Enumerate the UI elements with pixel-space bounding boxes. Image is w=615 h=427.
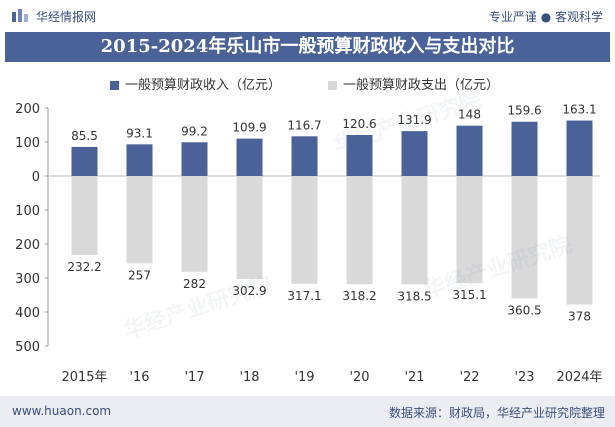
x-tick-label: 2015年 bbox=[61, 370, 107, 385]
expense-data-label: 318.2 bbox=[342, 289, 376, 303]
x-tick-label: '23 bbox=[514, 370, 534, 385]
y-tick-label: 400 bbox=[15, 306, 40, 321]
expense-bar bbox=[236, 176, 263, 279]
expense-data-label: 360.5 bbox=[507, 304, 541, 318]
expense-data-label: 315.1 bbox=[452, 288, 486, 302]
expense-bar bbox=[456, 176, 483, 284]
income-bar bbox=[236, 138, 263, 176]
x-tick-label: '17 bbox=[184, 370, 204, 385]
x-tick-label: 2024年 bbox=[556, 370, 602, 385]
expense-data-label: 318.5 bbox=[397, 289, 431, 303]
title-bar: 2015-2024年乐山市一般预算财政收入与支出对比 bbox=[5, 32, 610, 62]
footer: www.huaon.com 数据来源：财政局，华经产业研究院整理 bbox=[0, 396, 615, 427]
expense-bar bbox=[401, 176, 428, 285]
income-data-label: 99.2 bbox=[181, 124, 208, 138]
expense-bar bbox=[291, 176, 318, 284]
income-bar bbox=[401, 131, 428, 176]
income-bar bbox=[71, 146, 98, 176]
expense-data-label: 378 bbox=[568, 310, 591, 324]
expense-data-label: 232.2 bbox=[67, 260, 101, 274]
expense-data-label: 302.9 bbox=[232, 284, 266, 298]
y-tick-label: 0 bbox=[32, 170, 40, 185]
bar-chart: 200 100 0 100 200 300 400 500 85.5 232.2 2015年 93.1… bbox=[15, 102, 602, 385]
y-tick-label: 500 bbox=[15, 340, 40, 355]
x-tick-label: '21 bbox=[404, 370, 424, 385]
y-tick-label: 300 bbox=[15, 272, 40, 287]
expense-data-label: 317.1 bbox=[287, 289, 321, 303]
footer-source: 数据来源：财政局，华经产业研究院整理 bbox=[388, 406, 605, 420]
legend-label-expense: 一般预算财政支出（亿元） bbox=[343, 78, 500, 93]
y-tick-label: 200 bbox=[15, 238, 40, 253]
expense-bar bbox=[126, 176, 153, 264]
income-bar bbox=[346, 134, 373, 176]
top-bar: 华经情报网 专业严谨 ● 客观科学 bbox=[0, 0, 615, 30]
legend-item-expense: 一般预算财政支出（亿元） bbox=[328, 74, 499, 93]
chart-area: 200 100 0 100 200 300 400 500 85.5 232.2 2015年 93.1… bbox=[0, 96, 615, 386]
legend-swatch-expense bbox=[328, 81, 337, 90]
expense-bar bbox=[511, 176, 538, 299]
legend-item-income: 一般预算财政收入（亿元） bbox=[110, 74, 281, 93]
chart-title: 2015-2024年乐山市一般预算财政收入与支出对比 bbox=[100, 36, 515, 57]
income-data-label: 93.1 bbox=[126, 126, 153, 140]
y-tick-label: 100 bbox=[15, 136, 40, 151]
income-data-label: 159.6 bbox=[507, 104, 541, 118]
x-tick-label: '18 bbox=[239, 370, 259, 385]
expense-bar bbox=[566, 176, 593, 305]
income-data-label: 131.9 bbox=[397, 113, 431, 127]
income-bar bbox=[566, 120, 593, 176]
expense-data-label: 257 bbox=[128, 268, 151, 282]
income-data-label: 148 bbox=[458, 108, 481, 122]
legend-swatch-income bbox=[110, 81, 119, 90]
income-bar bbox=[456, 125, 483, 176]
expense-data-label: 282 bbox=[183, 277, 206, 291]
y-tick-label: 100 bbox=[15, 204, 40, 219]
x-tick-label: '20 bbox=[349, 370, 369, 385]
expense-bar bbox=[71, 176, 98, 255]
income-bar bbox=[291, 136, 318, 176]
income-data-label: 163.1 bbox=[562, 103, 596, 117]
income-bar bbox=[181, 142, 208, 176]
x-tick-label: '16 bbox=[129, 370, 149, 385]
x-tick-label: '22 bbox=[459, 370, 479, 385]
brand-name: 华经情报网 bbox=[36, 10, 97, 24]
income-data-label: 116.7 bbox=[287, 118, 321, 132]
income-bar bbox=[126, 144, 153, 176]
x-tick-label: '19 bbox=[294, 370, 314, 385]
tagline: 专业严谨 ● 客观科学 bbox=[488, 10, 603, 24]
footer-url: www.huaon.com bbox=[12, 404, 112, 418]
expense-bar bbox=[346, 176, 373, 285]
income-bar bbox=[511, 121, 538, 176]
expense-bar bbox=[181, 176, 208, 272]
logo-icon bbox=[12, 9, 28, 22]
y-tick-label: 200 bbox=[15, 102, 40, 117]
income-data-label: 120.6 bbox=[342, 117, 376, 131]
income-data-label: 109.9 bbox=[232, 121, 266, 135]
legend-label-income: 一般预算财政收入（亿元） bbox=[125, 78, 282, 93]
income-data-label: 85.5 bbox=[71, 129, 98, 143]
